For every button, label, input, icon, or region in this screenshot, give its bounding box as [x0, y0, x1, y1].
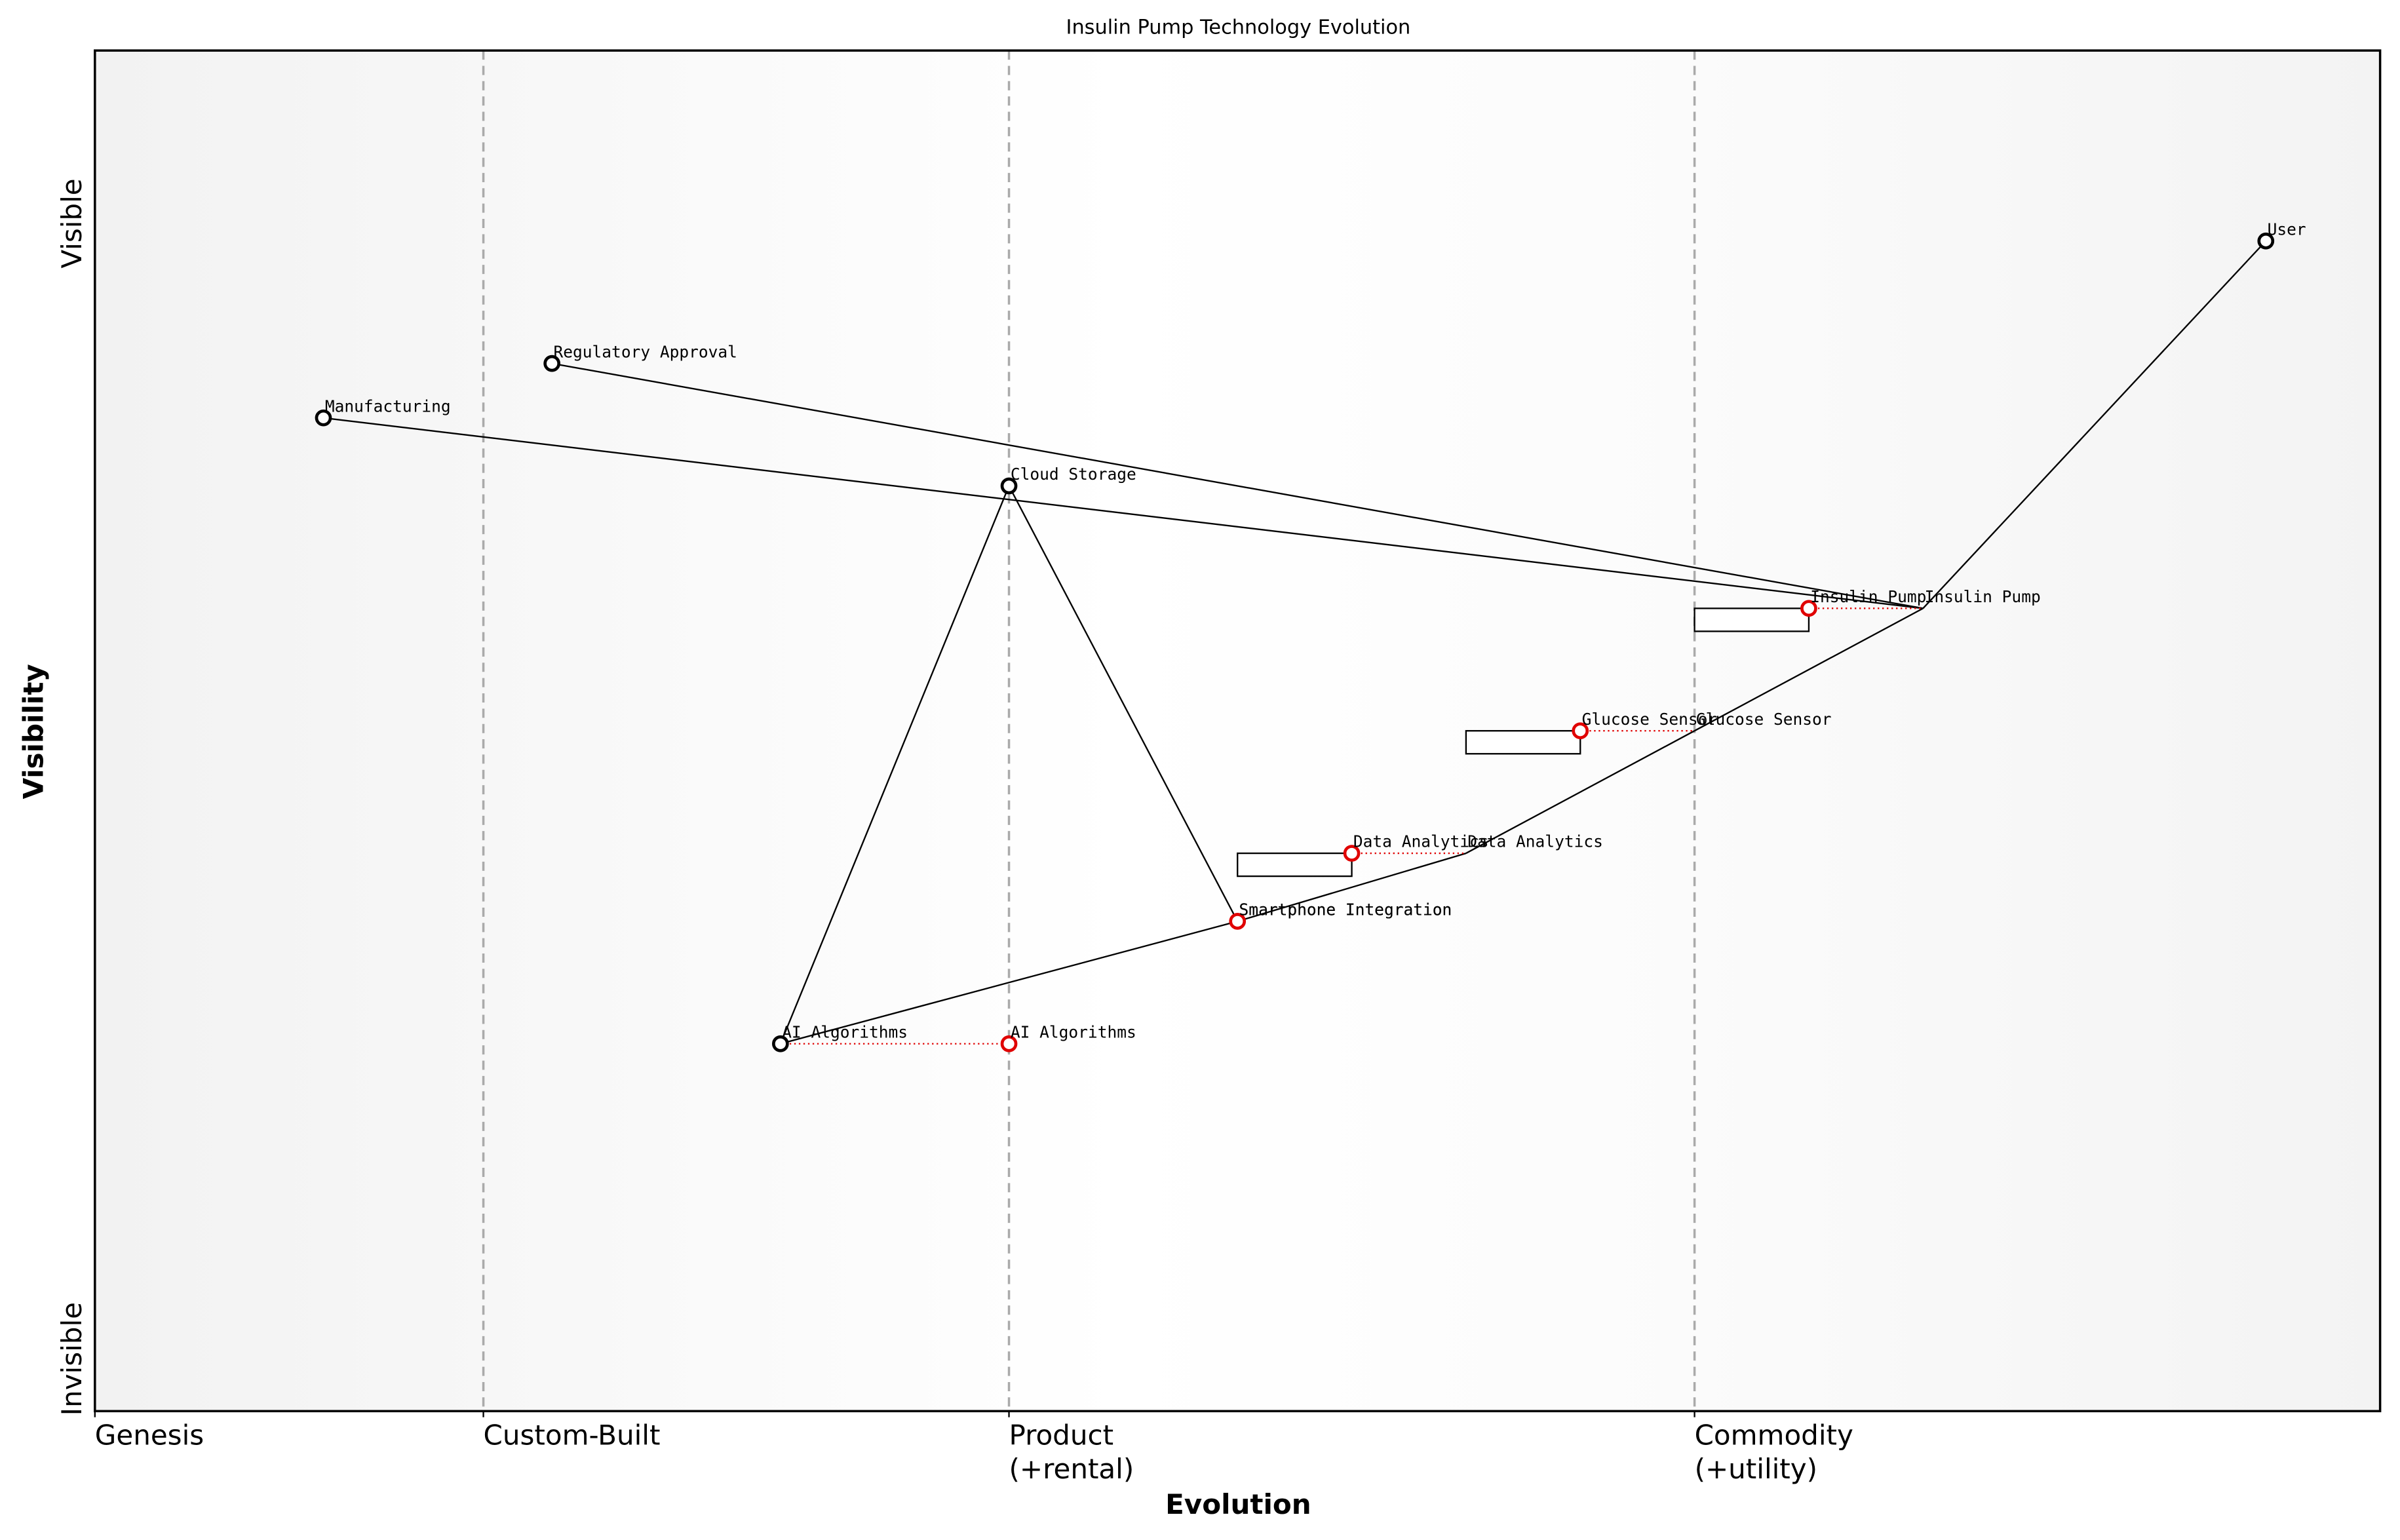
stage-label-line: (+rental): [1009, 1453, 1134, 1485]
evolved-component: [1000, 1035, 1018, 1052]
link: [1694, 607, 1924, 732]
plot-background: [94, 50, 2380, 1412]
component-label: Smartphone Integration: [1239, 900, 1452, 919]
y-axis-title: Visibility: [17, 664, 49, 799]
stage-label: Product (+rental): [1009, 1419, 1134, 1485]
component: [1229, 913, 1247, 930]
link: [551, 362, 1924, 609]
component-label: Manufacturing: [325, 396, 451, 415]
evolved-label: Insulin Pump: [1925, 587, 2041, 606]
component: [2257, 232, 2275, 250]
component-label: Insulin Pump: [1810, 587, 1926, 606]
stage-label: Genesis: [95, 1419, 204, 1452]
link: [1922, 240, 2267, 609]
stage-label-line: Custom-Built: [484, 1419, 661, 1452]
link: [1008, 485, 1239, 922]
component-label: Data Analytics: [1353, 832, 1489, 851]
evolved-label: Data Analytics: [1467, 832, 1603, 851]
stage-label: Commodity (+utility): [1695, 1419, 1853, 1485]
component: [543, 355, 561, 372]
component: [772, 1035, 789, 1052]
component-label: User: [2268, 220, 2306, 239]
component: [1572, 722, 1589, 740]
chart-title: Insulin Pump Technology Evolution: [1066, 16, 1410, 39]
stage-label-line: Product: [1009, 1419, 1114, 1452]
component: [1343, 845, 1361, 862]
link: [779, 486, 1010, 1045]
inertia-box: [1465, 730, 1581, 755]
evolved-label: Glucose Sensor: [1696, 710, 1832, 729]
link: [1465, 730, 1695, 855]
evolved-label: AI Algorithms: [1011, 1022, 1136, 1041]
plot-frame: [94, 49, 2382, 1413]
stage-label: Custom-Built: [484, 1419, 661, 1452]
inertia-box: [1694, 607, 1810, 632]
stage-label-line: Commodity: [1695, 1419, 1853, 1452]
component: [1000, 477, 1018, 495]
component: [315, 409, 332, 427]
link: [780, 920, 1238, 1045]
stage-label-line: Genesis: [95, 1419, 204, 1452]
y-bottom-label: Invisible: [56, 1302, 88, 1415]
x-axis-title: Evolution: [1165, 1488, 1311, 1520]
component-label: Glucose Sensor: [1582, 710, 1718, 729]
link: [1237, 852, 1467, 923]
component-label: Regulatory Approval: [554, 342, 737, 361]
y-top-label: Visible: [56, 178, 88, 268]
evolved-label: Smartphone Integration: [1239, 900, 1452, 919]
components: User Regulatory Approval Manufacturing Clou…: [315, 220, 2306, 1052]
inertia-box: [1237, 852, 1353, 877]
link: [323, 417, 1924, 609]
component-label: Cloud Storage: [1011, 465, 1136, 484]
stage-label-line: (+utility): [1695, 1453, 1817, 1485]
component-label: AI Algorithms: [782, 1022, 908, 1041]
component: [1800, 600, 1817, 617]
